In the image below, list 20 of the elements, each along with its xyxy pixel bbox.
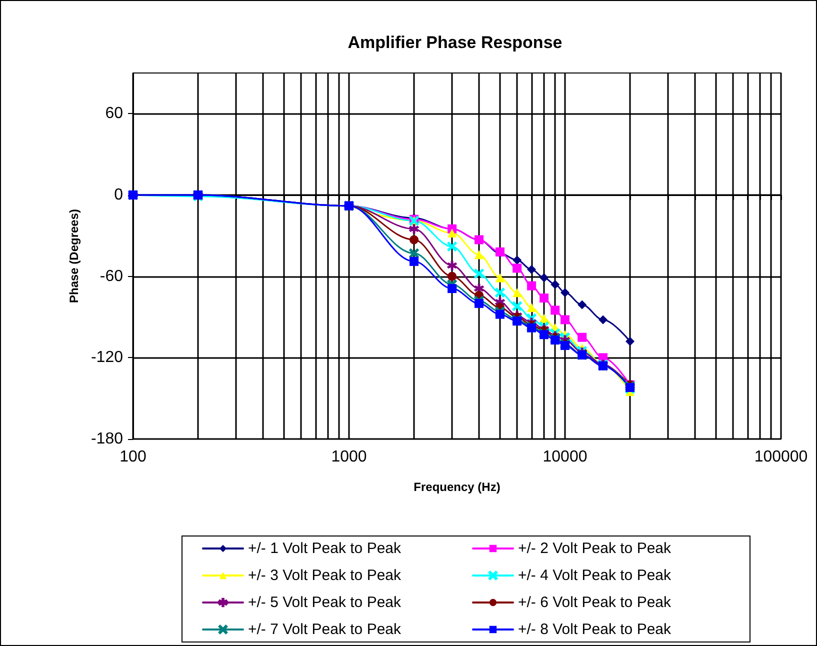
legend-label: +/- 4 Volt Peak to Peak (518, 567, 672, 584)
legend-label: +/- 5 Volt Peak to Peak (248, 594, 402, 611)
x-tick-label: 10000 (542, 448, 588, 466)
y-tick-label: -180 (90, 430, 124, 448)
x-tick-label: 1000 (331, 448, 367, 466)
x-tick-label: 100000 (754, 448, 808, 466)
legend-label: +/- 7 Volt Peak to Peak (248, 621, 402, 638)
y-axis-title: Phase (Degrees) (67, 208, 82, 304)
legend-label: +/- 2 Volt Peak to Peak (518, 540, 672, 557)
legend-label: +/- 3 Volt Peak to Peak (248, 567, 402, 584)
legend-label: +/- 8 Volt Peak to Peak (518, 621, 672, 638)
y-tick-label: -120 (90, 349, 124, 366)
legend-label: +/- 1 Volt Peak to Peak (248, 540, 402, 557)
legend-label: +/- 6 Volt Peak to Peak (518, 594, 672, 611)
chart-title: Amplifier Phase Response (348, 33, 562, 52)
y-tick-label: 0 (114, 186, 124, 204)
y-tick-label: -60 (100, 268, 124, 285)
x-axis-title: Frequency (Hz) (414, 480, 500, 494)
y-tick-label: 60 (105, 105, 124, 122)
x-tick-label: 100 (120, 448, 146, 466)
